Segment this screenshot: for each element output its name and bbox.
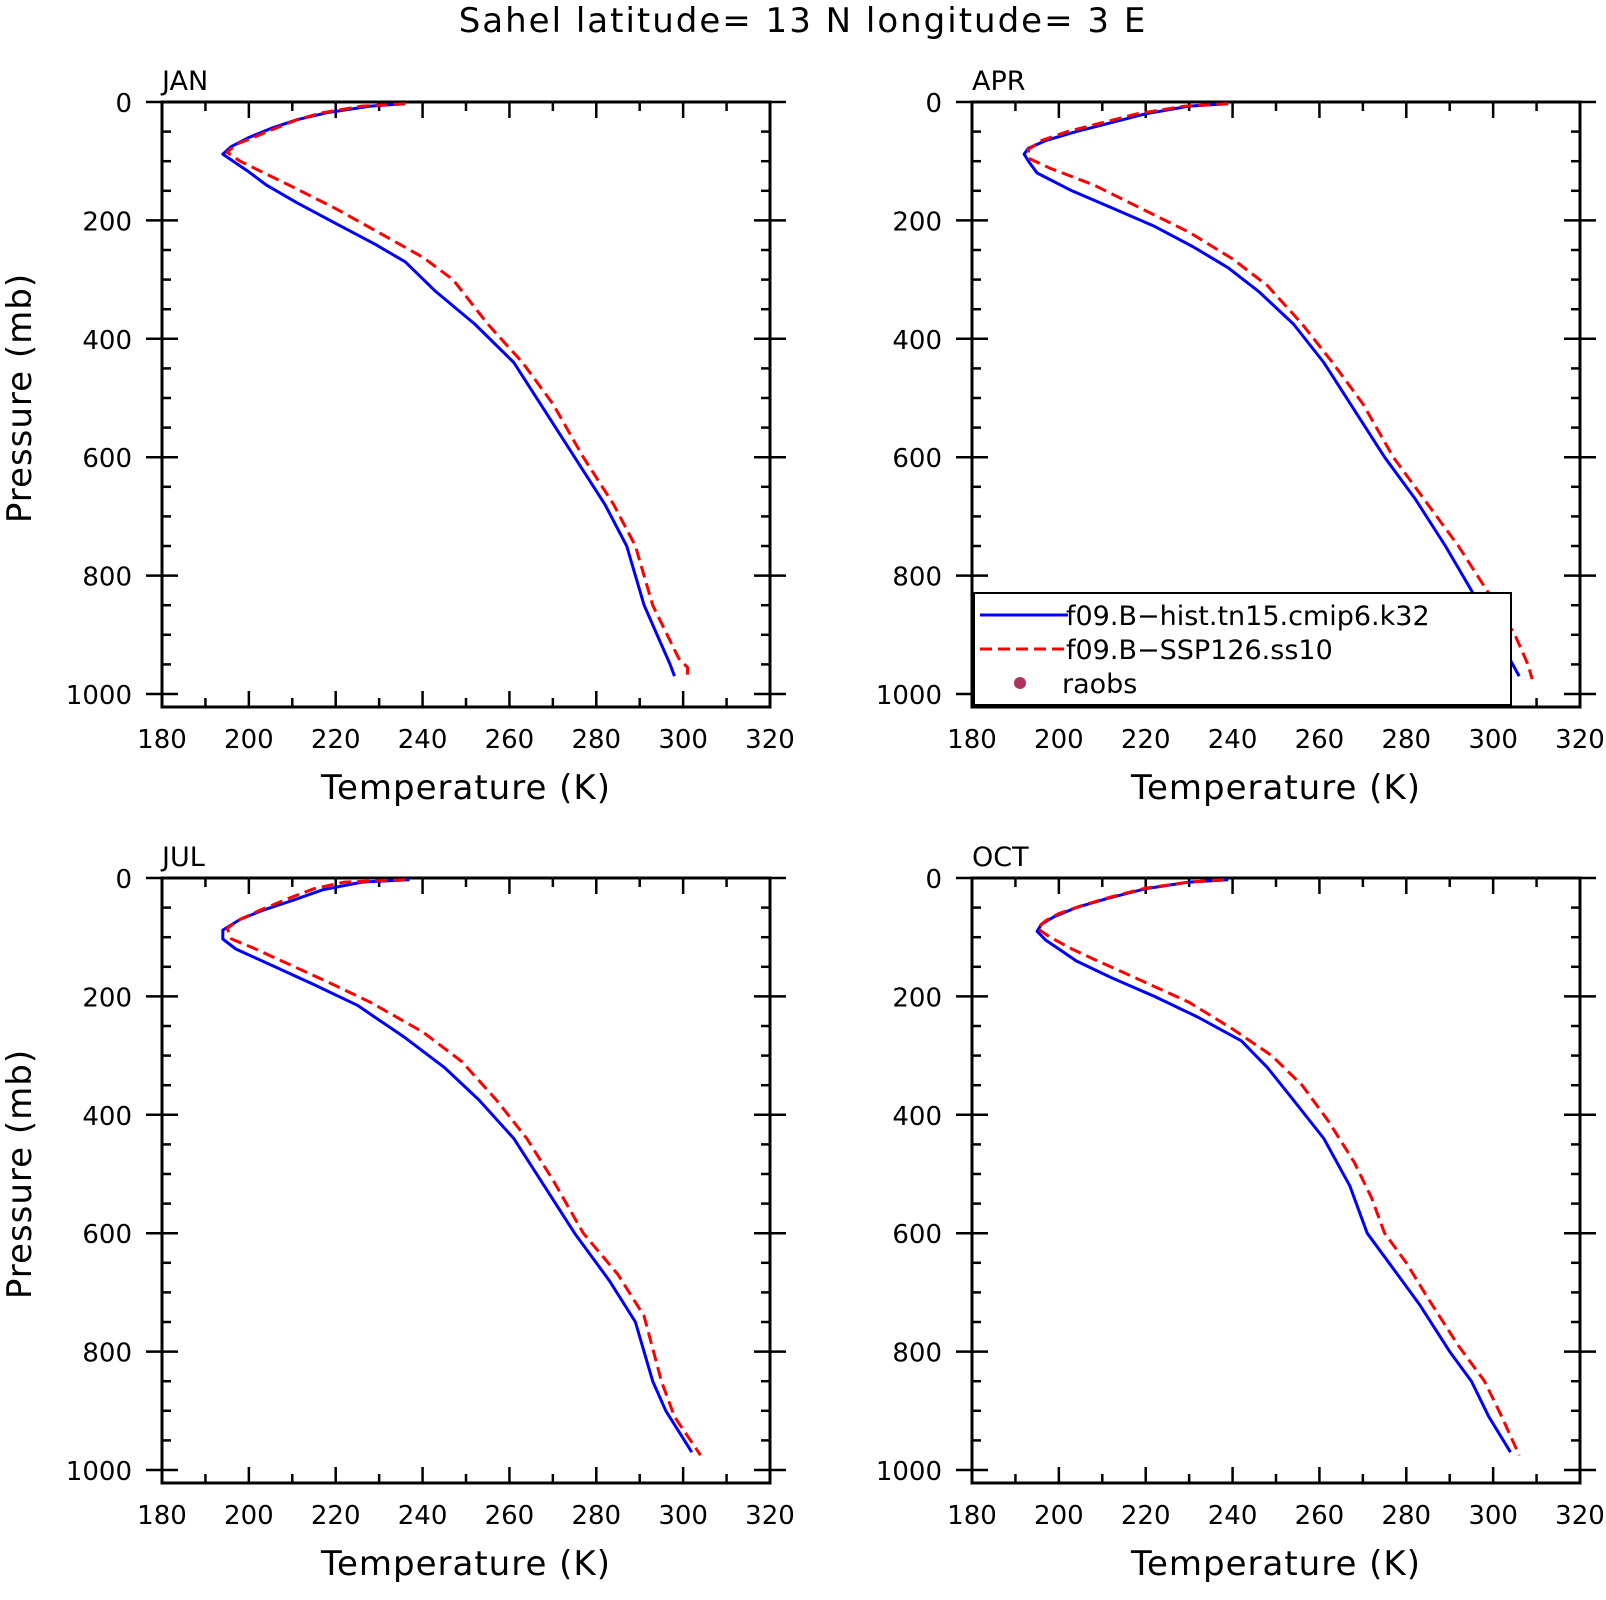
legend-label: f09.B−SSP126.ss10 bbox=[1066, 635, 1333, 666]
y-tick-label: 200 bbox=[82, 207, 132, 237]
x-tick-label: 220 bbox=[311, 725, 361, 755]
y-tick-label: 400 bbox=[82, 1102, 132, 1132]
y-tick-label: 1000 bbox=[66, 1457, 132, 1487]
x-tick-label: 280 bbox=[571, 725, 621, 755]
x-tick-label: 260 bbox=[485, 1501, 535, 1531]
x-tick-label: 300 bbox=[658, 1501, 708, 1531]
x-tick-label: 220 bbox=[1121, 725, 1171, 755]
series-hist-line bbox=[221, 102, 676, 677]
x-axis-title: Temperature (K) bbox=[1130, 1544, 1421, 1584]
panel-jul: JUL 180 200 220 240 260 280 300 320 0 200 400 600 800… bbox=[0, 842, 795, 1584]
y-axis-title: Pressure (mb) bbox=[0, 273, 40, 523]
y-tick-label: 1000 bbox=[876, 681, 942, 711]
legend: f09.B−hist.tn15.cmip6.k32f09.B−SSP126.ss… bbox=[973, 592, 1512, 706]
legend-label: raobs bbox=[1062, 669, 1137, 700]
series-ssp-line bbox=[1035, 878, 1521, 1456]
x-tick-label: 180 bbox=[947, 1501, 997, 1531]
x-tick-label: 200 bbox=[224, 725, 274, 755]
x-tick-label: 320 bbox=[1555, 1501, 1605, 1531]
legend-marker-raobs bbox=[1014, 677, 1026, 689]
x-tick-label: 280 bbox=[571, 1501, 621, 1531]
plot-frame bbox=[160, 100, 772, 709]
panel-oct: OCT 180 200 220 240 260 280 300 320 0 200 400 600 800… bbox=[876, 842, 1605, 1584]
x-tick-label: 280 bbox=[1381, 725, 1431, 755]
x-tick-label: 300 bbox=[1468, 725, 1518, 755]
y-tick-label: 800 bbox=[892, 1339, 942, 1369]
x-tick-label: 180 bbox=[137, 725, 187, 755]
y-tick-label: 0 bbox=[115, 89, 132, 119]
x-tick-label: 320 bbox=[745, 1501, 795, 1531]
y-axis-title: Pressure (mb) bbox=[0, 1049, 40, 1299]
x-tick-label: 240 bbox=[1208, 725, 1258, 755]
series-hist-line bbox=[221, 878, 694, 1453]
x-tick-label: 320 bbox=[1555, 725, 1605, 755]
panel-apr: APR 180 200 220 240 260 280 300 320 0 200 400 600 800… bbox=[876, 66, 1605, 808]
y-tick-label: 800 bbox=[82, 1339, 132, 1369]
panel-label: OCT bbox=[972, 842, 1029, 873]
y-tick-label: 600 bbox=[82, 1220, 132, 1250]
y-tick-label: 600 bbox=[892, 1220, 942, 1250]
panels-group: JAN 180 200 220 240 260 280 300 320 0 200 400 600 800… bbox=[0, 66, 1605, 1584]
x-tick-label: 220 bbox=[1121, 1501, 1171, 1531]
y-tick-label: 400 bbox=[892, 1102, 942, 1132]
series-ssp-line bbox=[1027, 102, 1534, 680]
series-ssp-line bbox=[225, 102, 689, 680]
y-tick-label: 400 bbox=[82, 326, 132, 356]
y-tick-label: 800 bbox=[892, 563, 942, 593]
panel-label: JUL bbox=[160, 842, 205, 873]
y-tick-label: 1000 bbox=[876, 1457, 942, 1487]
legend-label: f09.B−hist.tn15.cmip6.k32 bbox=[1066, 601, 1430, 632]
y-tick-label: 200 bbox=[892, 983, 942, 1013]
y-tick-label: 400 bbox=[892, 326, 942, 356]
panel-label: JAN bbox=[160, 66, 208, 97]
x-tick-label: 260 bbox=[1295, 1501, 1345, 1531]
x-tick-label: 200 bbox=[1034, 725, 1084, 755]
x-tick-label: 180 bbox=[947, 725, 997, 755]
panel-jan: JAN 180 200 220 240 260 280 300 320 0 200 400 600 800… bbox=[0, 66, 795, 808]
x-tick-label: 200 bbox=[1034, 1501, 1084, 1531]
x-axis-title: Temperature (K) bbox=[1130, 768, 1421, 808]
y-tick-label: 800 bbox=[82, 563, 132, 593]
x-tick-label: 240 bbox=[398, 725, 448, 755]
series-hist-line bbox=[1022, 102, 1521, 677]
y-tick-label: 0 bbox=[115, 865, 132, 895]
x-axis-title: Temperature (K) bbox=[320, 1544, 611, 1584]
series-ssp-line bbox=[225, 878, 702, 1457]
y-tick-label: 0 bbox=[925, 89, 942, 119]
x-tick-label: 320 bbox=[745, 725, 795, 755]
y-tick-label: 200 bbox=[892, 207, 942, 237]
figure-title: Sahel latitude= 13 N longitude= 3 E bbox=[459, 1, 1148, 41]
x-tick-label: 180 bbox=[137, 1501, 187, 1531]
x-tick-label: 240 bbox=[1208, 1501, 1258, 1531]
x-tick-label: 220 bbox=[311, 1501, 361, 1531]
y-tick-label: 600 bbox=[82, 444, 132, 474]
x-axis-title: Temperature (K) bbox=[320, 768, 611, 808]
panel-label: APR bbox=[972, 66, 1026, 97]
x-tick-label: 260 bbox=[485, 725, 535, 755]
x-tick-label: 280 bbox=[1381, 1501, 1431, 1531]
plot-frame bbox=[160, 876, 772, 1485]
y-tick-label: 200 bbox=[82, 983, 132, 1013]
y-tick-label: 0 bbox=[925, 865, 942, 895]
x-tick-label: 300 bbox=[1468, 1501, 1518, 1531]
y-tick-label: 600 bbox=[892, 444, 942, 474]
x-tick-label: 260 bbox=[1295, 725, 1345, 755]
x-tick-label: 200 bbox=[224, 1501, 274, 1531]
x-tick-label: 240 bbox=[398, 1501, 448, 1531]
y-tick-label: 1000 bbox=[66, 681, 132, 711]
x-tick-label: 300 bbox=[658, 725, 708, 755]
